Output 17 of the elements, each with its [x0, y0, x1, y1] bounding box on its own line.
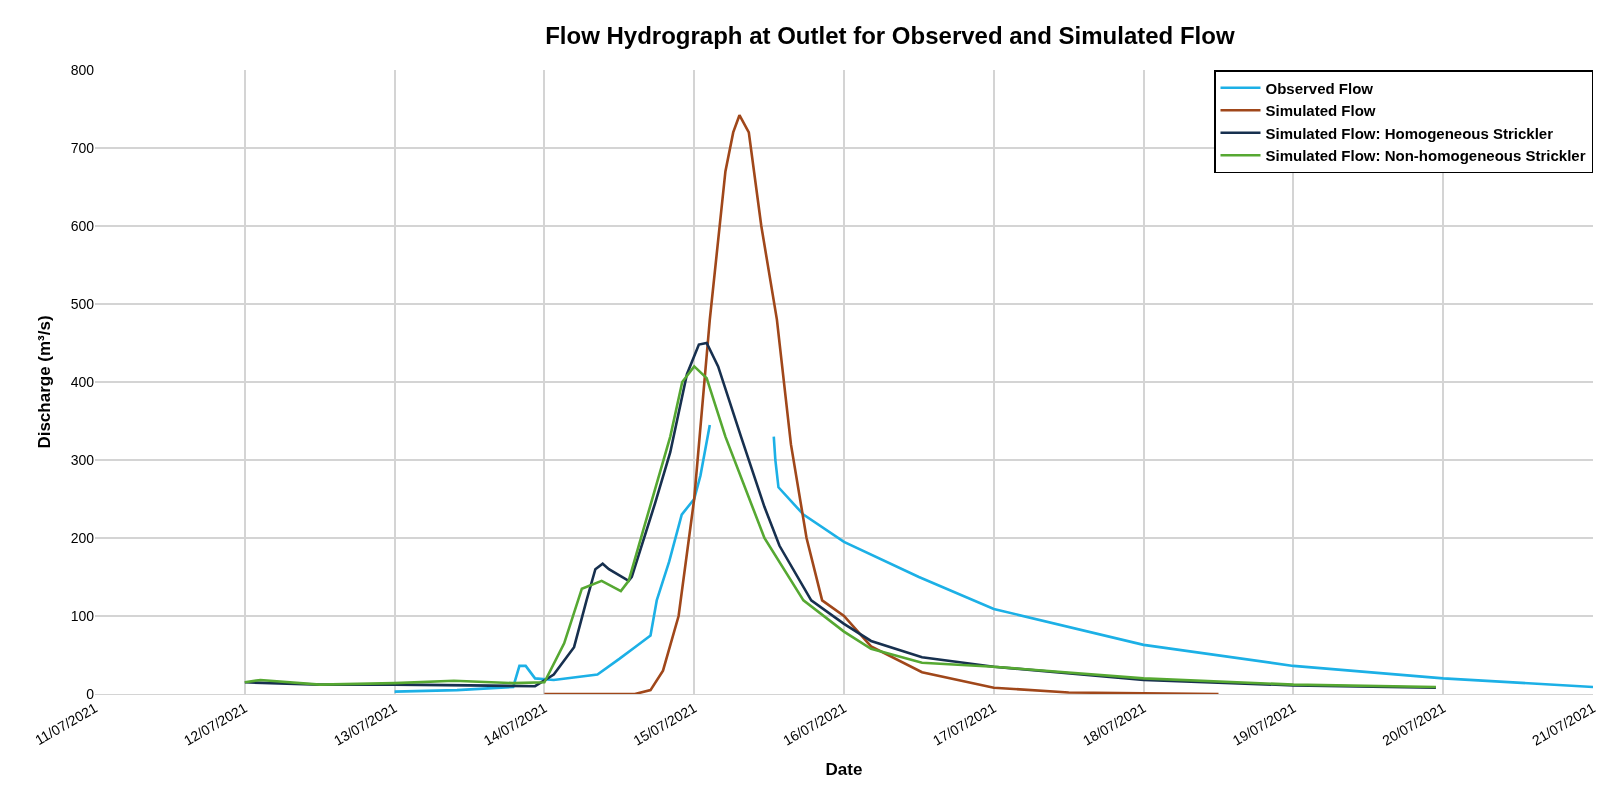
y-tick-label: 200	[70, 529, 95, 546]
y-tick-label: 100	[70, 607, 95, 624]
y-tick-label: 400	[70, 373, 95, 390]
chart-title: Flow Hydrograph at Outlet for Observed and Simulated Flow	[545, 22, 1235, 50]
line-series	[543, 113, 1220, 694]
y-tick-label: 700	[70, 139, 95, 156]
y-axis-title: Discharge (m³/s)	[35, 315, 55, 449]
y-tick-label: 800	[70, 61, 95, 78]
legend-label: Observed Flow	[1265, 79, 1374, 97]
legend-label: Simulated Flow: Non-homogeneous Strickler	[1265, 147, 1586, 165]
y-tick-label: 0	[86, 685, 95, 702]
y-tick-label: 600	[70, 217, 95, 234]
y-tick-label: 300	[70, 451, 95, 468]
legend-label: Simulated Flow: Homogeneous Strickler	[1265, 124, 1554, 142]
x-axis-title: Date	[825, 759, 863, 779]
y-tick-label: 500	[70, 295, 95, 312]
legend-label: Simulated Flow	[1265, 102, 1376, 120]
